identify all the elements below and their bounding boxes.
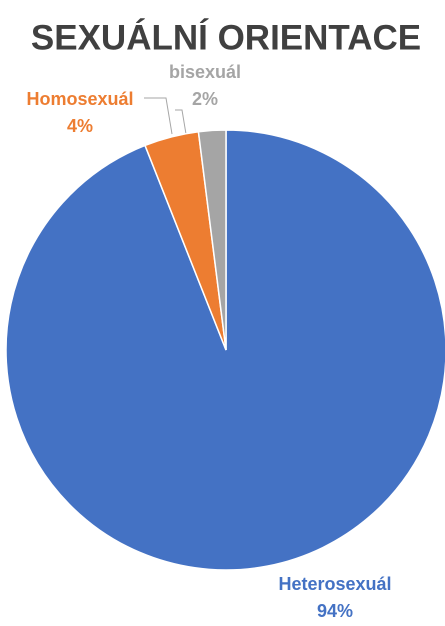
slice-label: Heterosexuál <box>278 574 391 594</box>
slice-label: bisexuál <box>169 62 241 82</box>
pie-slice <box>197 129 227 351</box>
leader-line <box>144 97 173 135</box>
value-label: 94% <box>317 601 353 621</box>
value-label: 2% <box>192 89 218 109</box>
chart-title: SEXUÁLNÍ ORIENTACE <box>31 17 421 57</box>
value-label: 4% <box>67 116 93 136</box>
leader-line <box>175 109 187 135</box>
slice-label: Homosexuál <box>26 89 133 109</box>
